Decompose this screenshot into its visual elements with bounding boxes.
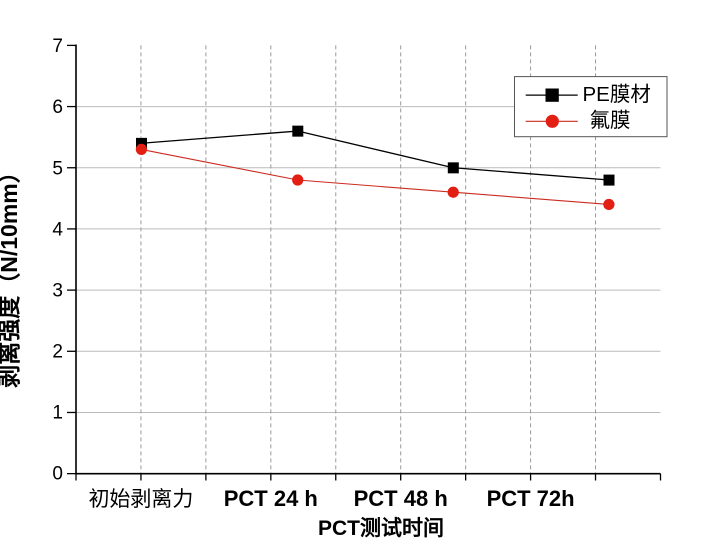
svg-text:3: 3: [52, 281, 63, 302]
svg-text:5: 5: [52, 159, 63, 180]
svg-text:1: 1: [52, 403, 63, 424]
svg-text:氟膜: 氟膜: [590, 109, 631, 132]
svg-text:剥离强度（N/10mm）: 剥离强度（N/10mm）: [0, 160, 22, 387]
svg-text:PCT测试时间: PCT测试时间: [318, 517, 444, 540]
svg-text:7: 7: [52, 36, 63, 57]
svg-text:4: 4: [52, 220, 63, 241]
svg-text:PE膜材: PE膜材: [583, 83, 651, 106]
svg-text:2: 2: [52, 342, 63, 363]
svg-text:PCT 72h: PCT 72h: [487, 486, 575, 511]
svg-text:PCT 48 h: PCT 48 h: [354, 486, 448, 511]
svg-text:6: 6: [52, 97, 63, 118]
svg-text:初始剥离力: 初始剥离力: [88, 488, 193, 511]
svg-text:0: 0: [52, 464, 63, 485]
svg-text:PCT 24 h: PCT 24 h: [224, 486, 318, 511]
